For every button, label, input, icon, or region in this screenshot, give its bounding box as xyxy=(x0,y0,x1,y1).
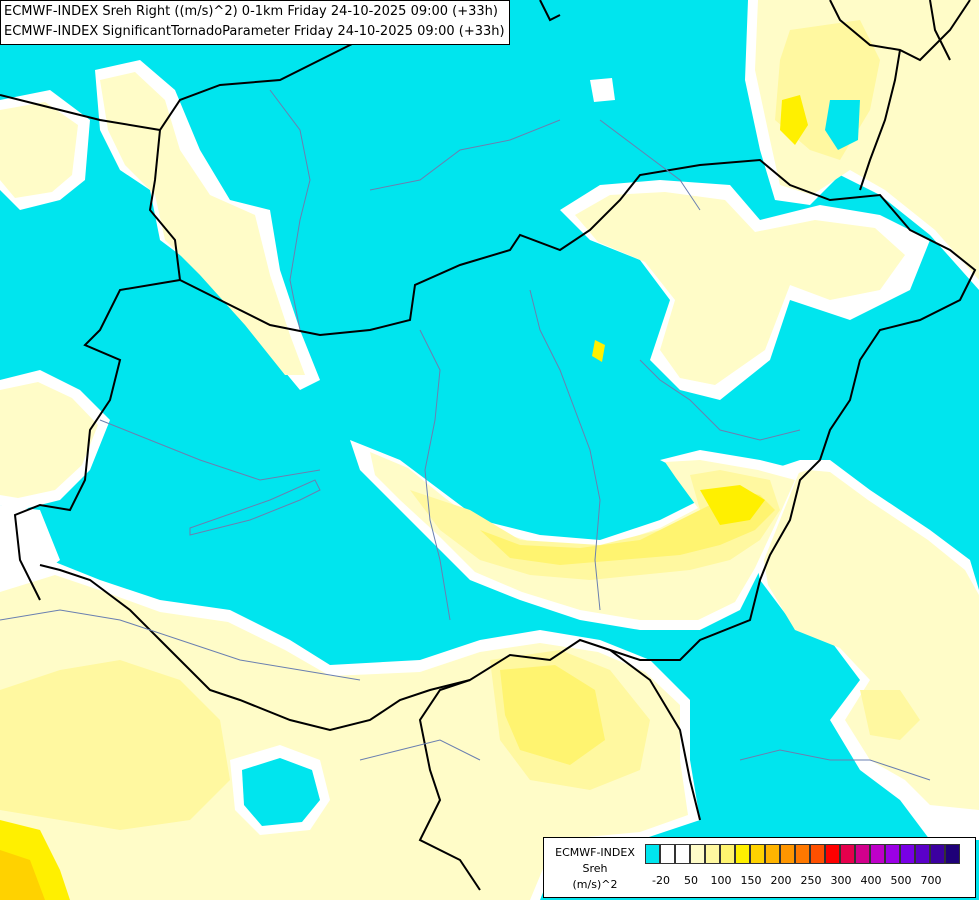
legend-tick-label: 50 xyxy=(684,874,698,887)
legend-tick-label: 500 xyxy=(890,874,912,887)
legend-swatch xyxy=(825,844,840,864)
legend-swatch xyxy=(660,844,675,864)
legend-tick-label: 400 xyxy=(860,874,882,887)
southeast-sreh-area xyxy=(740,460,979,840)
legend-swatch xyxy=(750,844,765,864)
legend-tick-label: -20 xyxy=(652,874,670,887)
northeast-sreh-area xyxy=(745,0,979,290)
central-east-sreh-area xyxy=(560,180,930,400)
legend-tick-label: 150 xyxy=(740,874,762,887)
legend-swatch xyxy=(930,844,945,864)
legend-tick-label: 250 xyxy=(800,874,822,887)
legend-swatches xyxy=(645,844,960,866)
legend-title: ECMWF-INDEX Sreh (m/s)^2 xyxy=(548,845,642,893)
legend-title-unit: (m/s)^2 xyxy=(572,878,618,891)
legend-swatch xyxy=(765,844,780,864)
legend-title-model: ECMWF-INDEX xyxy=(555,846,635,859)
legend-swatch xyxy=(840,844,855,864)
legend-swatch xyxy=(705,844,720,864)
legend-swatch xyxy=(885,844,900,864)
legend-swatch xyxy=(645,844,660,864)
west-sreh-area xyxy=(0,370,110,595)
legend-tick-label: 300 xyxy=(830,874,852,887)
south-sreh-area xyxy=(0,560,700,900)
northwest-sreh-area xyxy=(0,60,615,390)
legend-swatch xyxy=(675,844,690,864)
legend-swatch xyxy=(915,844,930,864)
legend-swatch xyxy=(735,844,750,864)
title-line-sreh: ECMWF-INDEX Sreh Right ((m/s)^2) 0-1km F… xyxy=(4,4,498,19)
legend-swatch xyxy=(780,844,795,864)
legend-tick-label: 100 xyxy=(710,874,732,887)
color-legend: ECMWF-INDEX Sreh (m/s)^2 -20 50 100 150 200 2… xyxy=(543,837,976,898)
legend-swatch xyxy=(690,844,705,864)
legend-swatch xyxy=(720,844,735,864)
legend-tick-label: 700 xyxy=(920,874,942,887)
legend-swatch xyxy=(900,844,915,864)
legend-tick-label: 200 xyxy=(770,874,792,887)
map-title-box: ECMWF-INDEX Sreh Right ((m/s)^2) 0-1km F… xyxy=(0,0,510,45)
legend-title-param: Sreh xyxy=(582,862,608,875)
title-line-stp: ECMWF-INDEX SignificantTornadoParameter … xyxy=(4,24,505,39)
legend-swatch xyxy=(870,844,885,864)
rivers xyxy=(0,89,931,781)
legend-swatch xyxy=(945,844,960,864)
legend-swatch xyxy=(810,844,825,864)
legend-swatch xyxy=(855,844,870,864)
legend-swatch xyxy=(795,844,810,864)
legend-ticks: -20 50 100 150 200 250 300 400 500 700 xyxy=(645,874,975,890)
central-band-sreh-area xyxy=(350,440,800,630)
